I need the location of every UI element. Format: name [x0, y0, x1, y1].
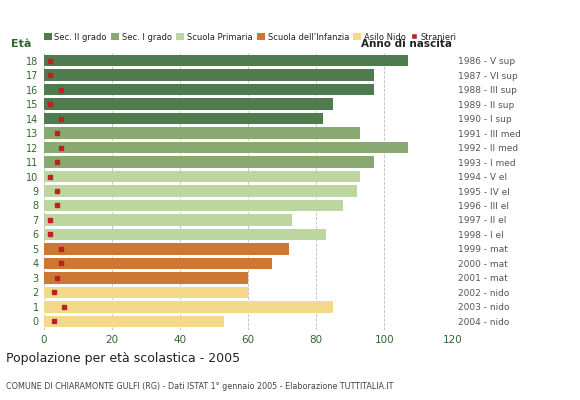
Bar [44, 301, 333, 313]
Bar [44, 113, 323, 124]
Bar [44, 84, 374, 96]
Text: Età: Età [11, 39, 31, 49]
Bar [44, 214, 292, 226]
Bar [44, 69, 374, 81]
Bar [44, 156, 374, 168]
Text: COMUNE DI CHIARAMONTE GULFI (RG) - Dati ISTAT 1° gennaio 2005 - Elaborazione TUT: COMUNE DI CHIARAMONTE GULFI (RG) - Dati … [6, 382, 393, 391]
Text: Anno di nascita: Anno di nascita [361, 39, 452, 49]
Bar [44, 98, 333, 110]
Bar [44, 272, 248, 284]
Bar [44, 229, 327, 240]
Bar [44, 55, 408, 66]
Bar [44, 142, 408, 153]
Bar [44, 185, 357, 197]
Legend: Sec. II grado, Sec. I grado, Scuola Primaria, Scuola dell'Infanzia, Asilo Nido, : Sec. II grado, Sec. I grado, Scuola Prim… [44, 32, 457, 42]
Bar [44, 316, 224, 327]
Bar [44, 200, 343, 211]
Bar [44, 171, 360, 182]
Bar [44, 127, 360, 139]
Bar [44, 286, 248, 298]
Bar [44, 258, 272, 269]
Bar [44, 243, 289, 255]
Text: Popolazione per età scolastica - 2005: Popolazione per età scolastica - 2005 [6, 352, 240, 365]
